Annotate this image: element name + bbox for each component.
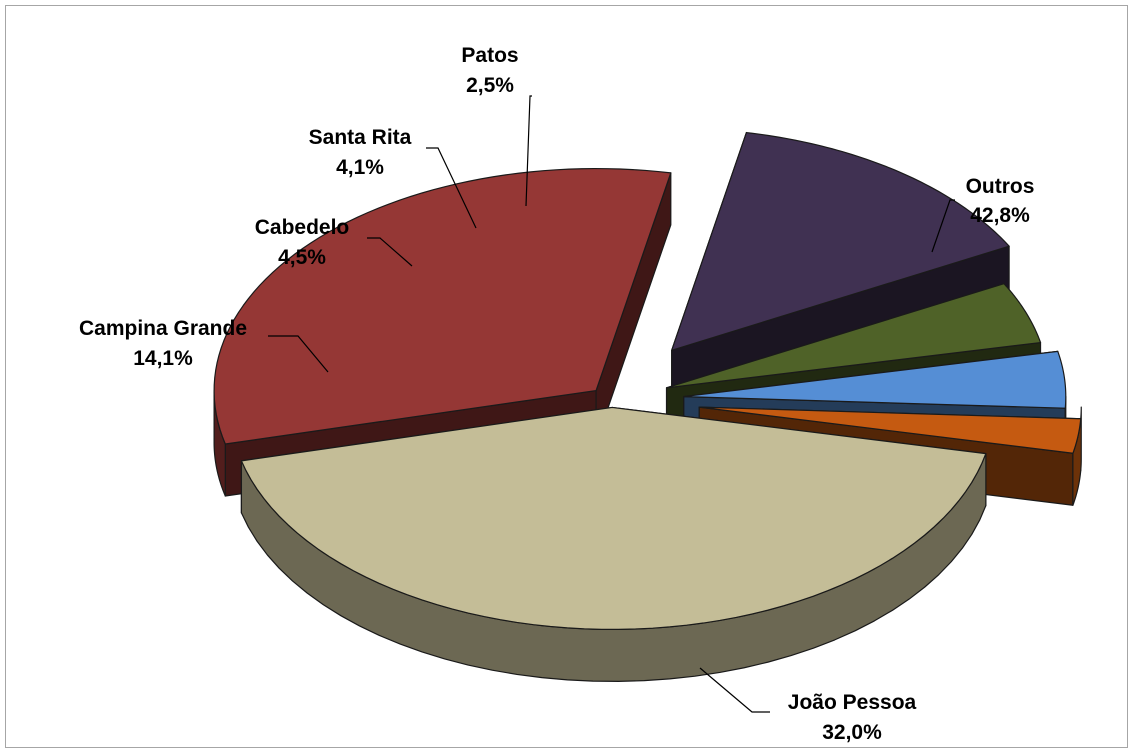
slice-outros — [240, 406, 987, 683]
slice-top — [665, 283, 1042, 389]
slices-layer — [213, 131, 1082, 683]
leader-line-cabedelo — [367, 237, 413, 267]
slice-top — [698, 406, 1082, 454]
slice-label-joao-pessoa: João Pessoa — [788, 691, 917, 714]
slice-value-santa-rita: 4,1% — [336, 156, 384, 179]
slice-value-patos: 2,5% — [466, 74, 514, 97]
slice-top — [213, 167, 672, 445]
labels-layer: Outros 42,8% João Pessoa 32,0% Campina G… — [79, 44, 1034, 744]
slice-label-outros: Outros — [966, 175, 1035, 198]
slice-label-patos: Patos — [461, 44, 518, 67]
slice-label-cabedelo: Cabedelo — [255, 216, 350, 239]
leader-line-joao-pessoa — [699, 667, 770, 713]
slice-top — [671, 131, 1010, 351]
slice-label-santa-rita: Santa Rita — [309, 126, 412, 149]
leader-lines — [268, 95, 955, 713]
slice-top — [683, 350, 1067, 409]
leader-line-patos — [525, 95, 532, 207]
leader-line-santa-rita — [426, 147, 477, 229]
slice-value-outros: 42,8% — [970, 204, 1030, 227]
slice-value-campina-grande: 14,1% — [133, 347, 193, 370]
slice-label-campina-grande: Campina Grande — [79, 317, 247, 340]
slice-value-joao-pessoa: 32,0% — [822, 721, 882, 744]
slice-top — [240, 406, 987, 631]
leader-line-outros — [931, 199, 955, 253]
slice-value-cabedelo: 4,5% — [278, 246, 326, 269]
leader-line-campina-grande — [268, 335, 329, 373]
